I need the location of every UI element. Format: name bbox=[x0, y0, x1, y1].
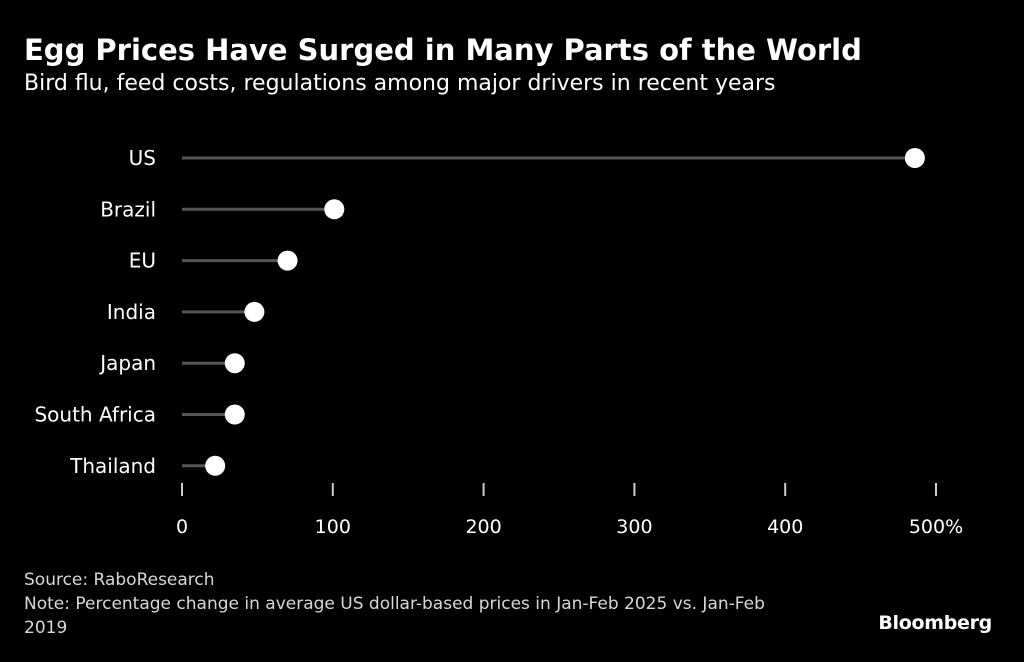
category-label-south-africa: South Africa bbox=[34, 403, 156, 427]
methodology-note: Note: Percentage change in average US do… bbox=[24, 594, 765, 638]
x-tick-label-500: 500% bbox=[909, 516, 963, 538]
lollipop-chart: US Brazil EU India Japan South Africa Thailand… bbox=[34, 146, 963, 538]
chart-title: Egg Prices Have Surged in Many Parts of … bbox=[24, 33, 862, 67]
category-label-us: US bbox=[129, 146, 156, 170]
chart-rows: US Brazil EU India Japan South Africa Thailand bbox=[34, 146, 925, 478]
dot-eu bbox=[277, 250, 298, 271]
dot-brazil bbox=[324, 199, 345, 220]
source-note: Source: RaboResearch bbox=[24, 570, 215, 590]
dot-japan bbox=[224, 353, 245, 374]
category-label-brazil: Brazil bbox=[100, 197, 156, 221]
bloomberg-logo: Bloomberg bbox=[878, 612, 992, 634]
x-axis: 0 100 200 300 400 500% bbox=[176, 483, 963, 538]
dot-india bbox=[244, 301, 265, 322]
dot-us bbox=[904, 148, 925, 168]
category-label-india: India bbox=[107, 300, 156, 324]
x-tick-label-400: 400 bbox=[767, 516, 803, 538]
x-tick-label-200: 200 bbox=[465, 516, 501, 538]
chart-subtitle: Bird flu, feed costs, regulations among … bbox=[24, 71, 776, 96]
x-tick-label-100: 100 bbox=[315, 516, 351, 538]
category-label-eu: EU bbox=[129, 249, 156, 273]
dot-thailand bbox=[205, 455, 226, 476]
x-tick-label-0: 0 bbox=[176, 516, 188, 538]
category-label-thailand: Thailand bbox=[69, 454, 156, 478]
category-label-japan: Japan bbox=[98, 351, 156, 375]
dot-south-africa bbox=[224, 404, 245, 425]
x-tick-label-300: 300 bbox=[616, 516, 652, 538]
